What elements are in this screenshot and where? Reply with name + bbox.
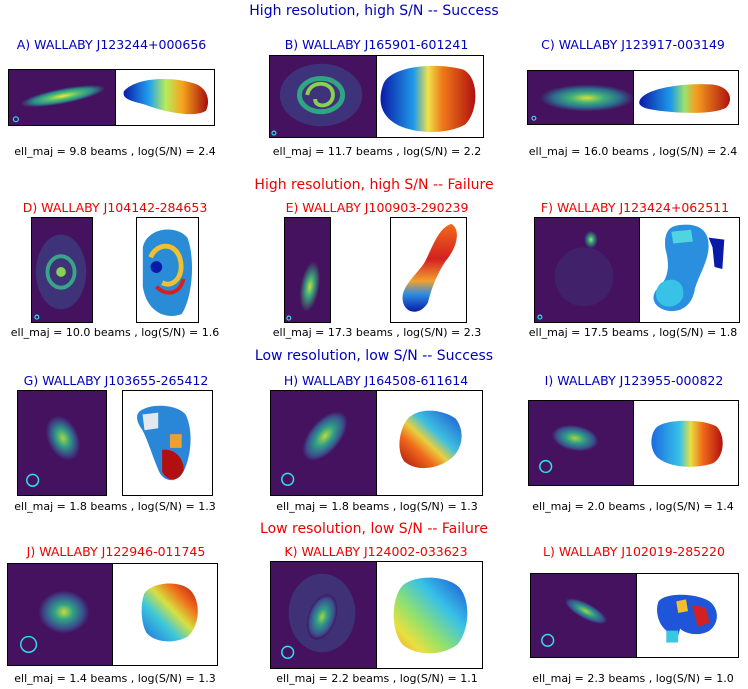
- panel-title-a: A) WALLABY J123244+000656: [16, 37, 207, 52]
- moment1-map-l: [636, 573, 739, 658]
- panel-title-f: F) WALLABY J123424+062511: [540, 200, 730, 215]
- moment0-map-l: [530, 573, 637, 658]
- moment1-map-f: [639, 217, 740, 323]
- moment1-map-b: [376, 55, 484, 138]
- moment1-map-h: [376, 390, 483, 496]
- moment0-map-j: [7, 563, 113, 666]
- moment0-map-f: [534, 217, 640, 323]
- moment0-map-e: [284, 217, 331, 323]
- panel-title-l: L) WALLABY J102019-285220: [543, 544, 725, 559]
- panel-title-j: J) WALLABY J122946-011745: [26, 544, 206, 559]
- caption-b: ell_maj = 11.7 beams , log(S/N) = 2.2: [272, 145, 482, 158]
- moment0-map-i: [528, 400, 634, 486]
- caption-f: ell_maj = 17.5 beams , log(S/N) = 1.8: [528, 326, 738, 339]
- panel-title-d: D) WALLABY J104142-284653: [22, 200, 208, 215]
- panel-title-h: H) WALLABY J164508-611614: [283, 373, 469, 388]
- caption-h: ell_maj = 1.8 beams , log(S/N) = 1.3: [276, 500, 478, 513]
- caption-l: ell_maj = 2.3 beams , log(S/N) = 1.0: [532, 672, 734, 685]
- caption-j: ell_maj = 1.4 beams , log(S/N) = 1.3: [14, 672, 216, 685]
- section-title-high-failure: High resolution, high S/N -- Failure: [254, 177, 494, 193]
- moment0-map-k: [270, 561, 377, 669]
- moment1-map-c: [633, 70, 739, 125]
- caption-d: ell_maj = 10.0 beams , log(S/N) = 1.6: [10, 326, 220, 339]
- caption-e: ell_maj = 17.3 beams , log(S/N) = 2.3: [272, 326, 482, 339]
- moment1-map-a: [115, 69, 215, 126]
- moment0-map-b: [269, 55, 377, 138]
- moment1-map-k: [376, 561, 483, 669]
- panel-title-c: C) WALLABY J123917-003149: [541, 37, 725, 52]
- panel-title-e: E) WALLABY J100903-290239: [285, 200, 469, 215]
- moment0-map-h: [270, 390, 377, 496]
- moment0-map-d: [31, 217, 93, 323]
- moment0-map-g: [17, 390, 107, 496]
- caption-k: ell_maj = 2.2 beams , log(S/N) = 1.1: [276, 672, 478, 685]
- moment0-map-a: [8, 69, 116, 126]
- moment1-map-j: [112, 563, 218, 666]
- caption-i: ell_maj = 2.0 beams , log(S/N) = 1.4: [532, 500, 734, 513]
- section-title-low-failure: Low resolution, low S/N -- Failure: [260, 521, 488, 537]
- section-title-high-success: High resolution, high S/N -- Success: [249, 3, 499, 19]
- panel-title-b: B) WALLABY J165901-601241: [284, 37, 469, 52]
- panel-title-k: K) WALLABY J124002-033623: [284, 544, 468, 559]
- moment1-map-g: [122, 390, 213, 496]
- moment1-map-d: [136, 217, 199, 323]
- section-title-low-success: Low resolution, low S/N -- Success: [254, 348, 494, 364]
- moment0-map-c: [527, 70, 634, 125]
- moment1-map-e: [390, 217, 467, 323]
- panel-title-g: G) WALLABY J103655-265412: [23, 373, 209, 388]
- panel-title-i: I) WALLABY J123955-000822: [544, 373, 724, 388]
- caption-c: ell_maj = 16.0 beams , log(S/N) = 2.4: [528, 145, 738, 158]
- caption-g: ell_maj = 1.8 beams , log(S/N) = 1.3: [14, 500, 216, 513]
- caption-a: ell_maj = 9.8 beams , log(S/N) = 2.4: [14, 145, 216, 158]
- moment1-map-i: [633, 400, 739, 486]
